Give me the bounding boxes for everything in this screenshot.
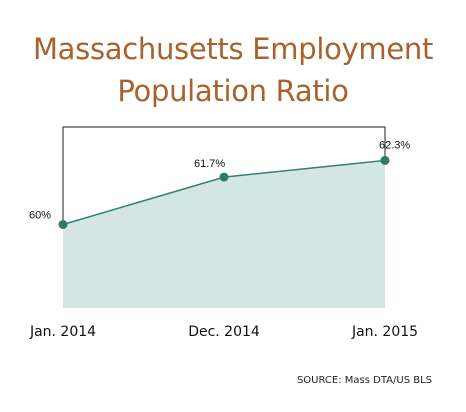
data-label-1: 61.7% bbox=[194, 158, 225, 170]
source-note: SOURCE: Mass DTA/US BLS bbox=[296, 375, 432, 386]
data-label-0: 60% bbox=[29, 210, 51, 222]
x-tick-label-0: Jan. 2014 bbox=[29, 324, 96, 340]
area-fill bbox=[63, 160, 385, 308]
plot-frame bbox=[62, 126, 386, 225]
data-point-2 bbox=[380, 155, 390, 165]
data-point-1 bbox=[219, 172, 229, 182]
x-tick-label-2: Jan. 2015 bbox=[351, 324, 418, 340]
chart-title-line-1: Massachusetts Employment bbox=[32, 32, 434, 66]
data-point-0 bbox=[58, 220, 68, 229]
chart-title-line-2: Population Ratio bbox=[117, 74, 349, 108]
x-tick-label-1: Dec. 2014 bbox=[188, 324, 260, 340]
data-label-2: 62.3% bbox=[379, 139, 410, 151]
